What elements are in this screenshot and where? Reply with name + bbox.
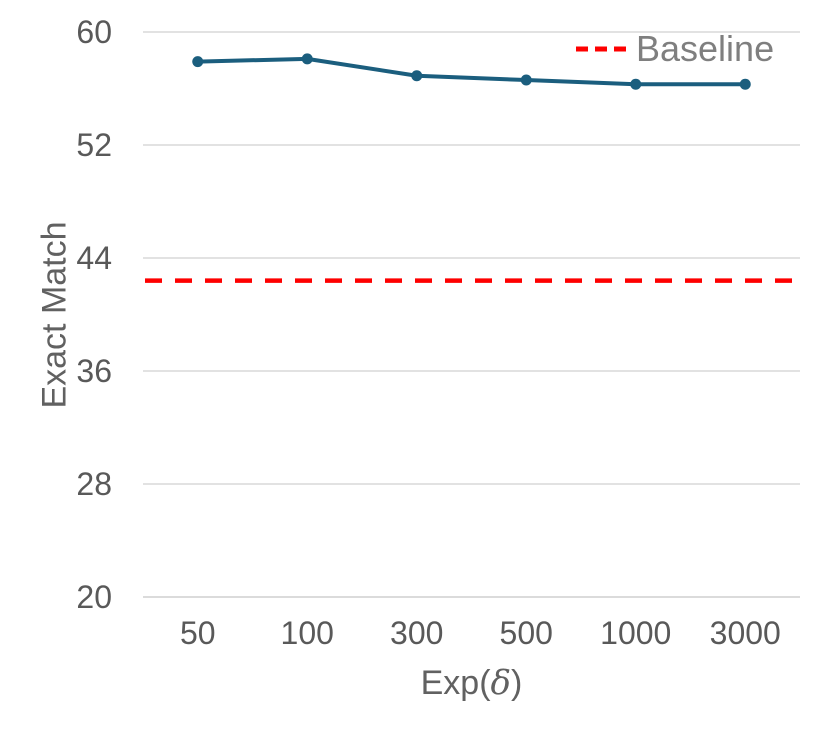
y-tick-label: 60 <box>76 14 112 50</box>
y-axis-title: Exact Match <box>35 221 74 409</box>
delta-symbol: δ <box>490 663 512 703</box>
y-tick-label: 20 <box>76 579 112 615</box>
data-point-marker <box>739 78 751 90</box>
data-point-marker <box>411 70 423 82</box>
x-axis-title-prefix: Exp( <box>420 664 491 702</box>
legend-label: Baseline <box>636 28 775 69</box>
x-tick-label: 100 <box>280 615 334 651</box>
x-tick-label: 3000 <box>709 615 781 651</box>
data-point-marker <box>301 53 313 65</box>
legend: Baseline <box>576 30 774 68</box>
series-line <box>195 56 748 87</box>
y-tick-label: 36 <box>76 353 112 389</box>
y-tick-label: 28 <box>76 466 112 502</box>
y-tick-label: 44 <box>76 240 112 276</box>
legend-dash-icon <box>576 46 631 52</box>
x-tick-label: 50 <box>179 615 216 651</box>
data-point-marker <box>630 78 642 90</box>
data-point-marker <box>520 74 532 86</box>
x-tick-label: 1000 <box>600 615 672 651</box>
x-tick-label: 500 <box>499 615 553 651</box>
x-axis-title: Exp(δ) <box>143 663 800 703</box>
x-tick-label: 300 <box>390 615 444 651</box>
y-tick-label: 52 <box>76 127 112 163</box>
data-point-marker <box>192 56 204 68</box>
x-axis-title-suffix: ) <box>511 664 523 702</box>
